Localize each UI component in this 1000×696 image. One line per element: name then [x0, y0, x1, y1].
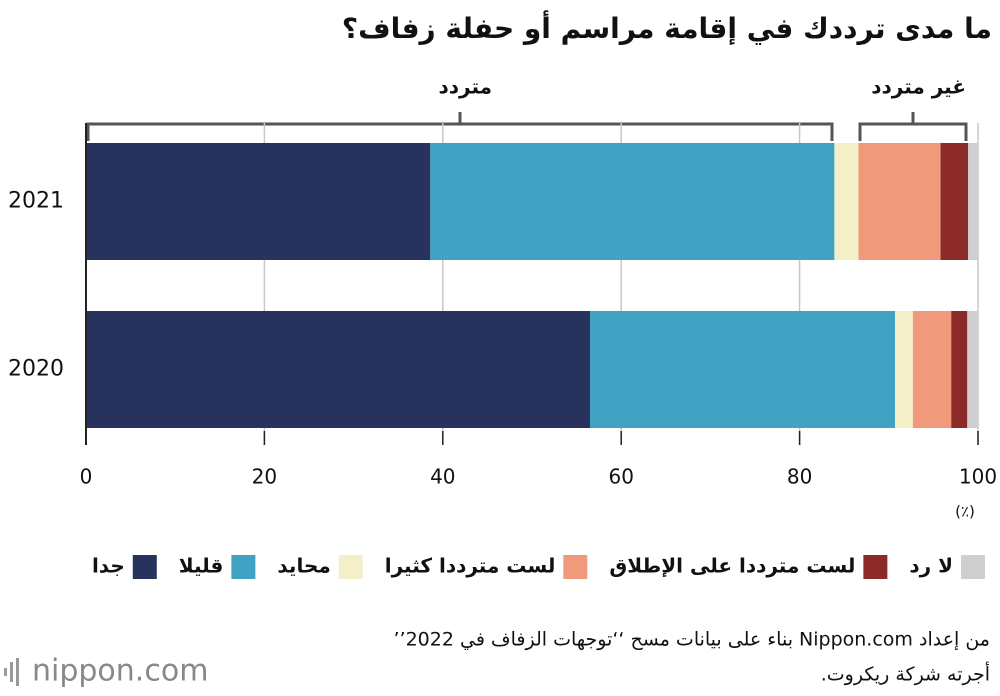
logo: nippon.com: [32, 654, 208, 689]
bar-segment: [86, 311, 590, 428]
y-tick-label: 2021: [8, 189, 64, 214]
legend-swatch: [563, 555, 588, 579]
brackets: [86, 112, 968, 141]
bracket: [858, 112, 968, 141]
bar-segment: [589, 311, 896, 428]
legend-swatch: [961, 555, 985, 579]
x-tick-label: 40: [430, 465, 455, 489]
annotation: متردد: [438, 75, 492, 99]
bar-segment: [895, 311, 913, 428]
bar-segment: [940, 143, 969, 260]
legend-swatch: [132, 555, 157, 579]
legend-swatch: [231, 555, 256, 579]
legend-label: لا رد: [909, 554, 953, 578]
legend-swatch: [338, 555, 363, 579]
x-tick-label: 80: [787, 465, 812, 489]
bar-segment: [834, 143, 859, 260]
legend-label: جدا: [92, 554, 125, 578]
legend-swatch: [863, 555, 888, 579]
bracket: [86, 112, 834, 141]
source: من إعداد Nippon.com بناء على بيانات مسح …: [393, 629, 990, 652]
x-tick-label: 100: [959, 465, 997, 489]
bar-segment: [430, 143, 835, 260]
chart-title: ما مدى ترددك في إقامة مراسم أو حفلة زفاف…: [342, 10, 992, 46]
legend-label: لست مترددا على الإطلاق: [609, 554, 855, 578]
bar-segment: [858, 143, 941, 260]
logo-mark: [4, 658, 19, 686]
bar-segment: [951, 311, 968, 428]
bar-segment: [967, 311, 978, 428]
annotation: غير متردد: [871, 75, 966, 99]
bar-segment: [86, 143, 431, 260]
bar-segment: [912, 311, 952, 428]
y-tick-label: 2020: [8, 357, 64, 382]
legend-label: محايد: [277, 554, 330, 578]
x-tick-label: 20: [252, 465, 277, 489]
x-tick-label: 60: [608, 465, 633, 489]
x-tick-label: 0: [80, 465, 93, 489]
axis-unit: (٪): [955, 503, 975, 521]
legend-label: لست مترددا كثيرا: [385, 554, 556, 578]
bar-segment: [968, 143, 978, 260]
legend-label: قليلا: [179, 554, 224, 578]
source: أجرته شركة ريكروت.: [821, 662, 990, 686]
